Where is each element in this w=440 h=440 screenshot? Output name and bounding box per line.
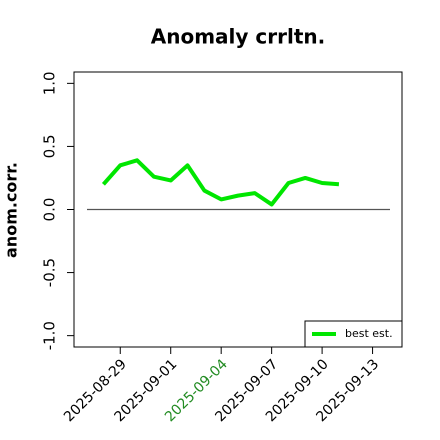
y-tick-label: -0.5: [41, 258, 59, 287]
chart-title: Anomaly crrltn.: [151, 25, 325, 49]
y-tick-label: 1.0: [41, 71, 59, 95]
legend-label: best est.: [345, 327, 393, 340]
y-axis-label: anom.corr.: [2, 162, 21, 258]
y-tick-label: -1.0: [41, 321, 59, 350]
legend: best est.: [304, 320, 403, 348]
y-tick-label: 0.5: [41, 134, 59, 158]
data-line: [101, 158, 340, 207]
y-tick-label: 0.0: [41, 198, 59, 222]
